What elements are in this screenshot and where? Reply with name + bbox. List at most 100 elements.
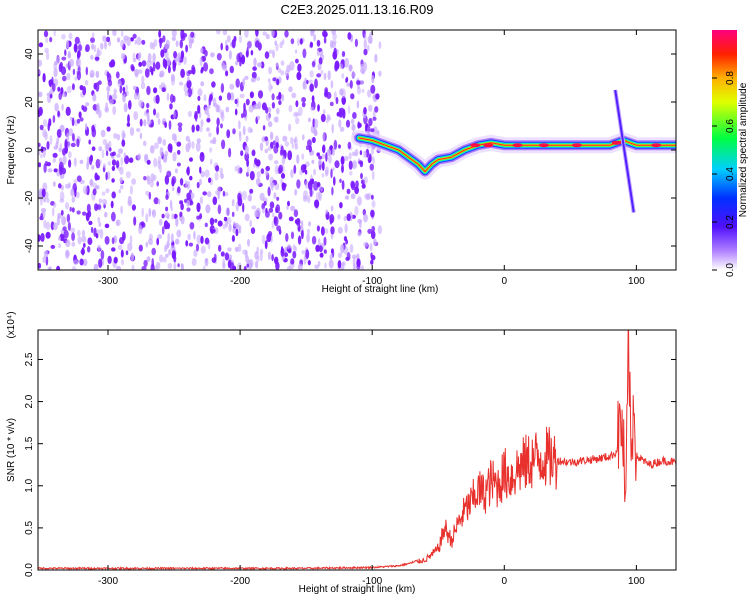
noise-dot [336, 49, 339, 55]
noise-dot [262, 125, 266, 131]
noise-dot [234, 98, 238, 105]
noise-dot [203, 62, 209, 72]
noise-dot [360, 265, 364, 270]
noise-dot [86, 203, 91, 213]
noise-dot [38, 146, 41, 156]
noise-dot [269, 182, 275, 188]
noise-dot [95, 70, 100, 78]
noise-dot [82, 86, 87, 96]
noise-dot [38, 234, 41, 242]
noise-dot [183, 56, 187, 65]
noise-dot [53, 30, 56, 37]
noise-dot [278, 164, 284, 173]
noise-dot [57, 110, 60, 117]
noise-dot [46, 141, 50, 150]
noise-dot [194, 110, 198, 116]
noise-dot [217, 191, 220, 200]
noise-dot [100, 129, 106, 138]
noise-dot [105, 188, 110, 194]
noise-dot [346, 252, 351, 261]
noise-dot [260, 168, 265, 175]
y-tick-label: 1.5 [24, 436, 35, 450]
noise-dot [349, 171, 353, 176]
noise-dot [106, 71, 110, 78]
noise-dot [49, 36, 53, 43]
noise-dot [86, 156, 90, 166]
noise-dot [363, 39, 367, 50]
noise-dot [137, 153, 142, 160]
noise-dot [251, 71, 257, 79]
noise-dot [175, 40, 179, 47]
noise-dot [372, 110, 376, 119]
noise-dot [341, 180, 345, 190]
noise-dot [113, 88, 117, 95]
noise-dot [123, 38, 127, 45]
noise-dot [158, 30, 162, 38]
noise-dot [290, 205, 296, 212]
noise-dot [177, 122, 183, 127]
noise-dot [341, 164, 344, 174]
noise-dot [305, 249, 310, 259]
noise-dot [348, 160, 353, 170]
noise-dot [264, 240, 268, 250]
noise-dot [53, 202, 57, 208]
noise-dot [263, 200, 267, 206]
noise-dot [42, 256, 47, 263]
noise-dot [133, 111, 139, 121]
noise-dot [367, 89, 372, 98]
noise-dot [354, 38, 358, 48]
noise-dot [306, 233, 310, 243]
noise-dot [226, 92, 232, 101]
noise-dot [339, 126, 345, 132]
noise-dot [261, 102, 267, 111]
noise-dot [77, 236, 82, 245]
noise-dot [157, 136, 162, 145]
noise-dot [291, 92, 297, 99]
noise-dot [265, 34, 270, 40]
noise-dot [76, 138, 80, 148]
noise-dot [246, 40, 253, 49]
noise-dot [245, 135, 249, 142]
noise-dot [167, 232, 171, 242]
noise-dot [367, 156, 372, 164]
noise-dot [324, 87, 329, 95]
noise-dot [97, 80, 102, 85]
noise-dot [77, 229, 81, 237]
noise-dot [231, 235, 235, 242]
noise-dot [378, 41, 382, 49]
noise-dot [47, 168, 53, 173]
noise-dot [316, 49, 320, 57]
noise-dot [122, 86, 126, 93]
noise-dot [189, 175, 193, 181]
noise-dot [61, 92, 66, 98]
noise-dot [93, 82, 97, 90]
noise-dot [302, 48, 307, 59]
noise-dot [268, 66, 273, 75]
noise-dot [250, 77, 256, 83]
noise-dot [360, 80, 364, 85]
noise-dot [280, 60, 285, 66]
noise-dot [256, 171, 261, 179]
noise-dot [226, 216, 232, 225]
noise-dot [138, 244, 143, 252]
noise-dot [375, 93, 380, 100]
noise-dot [249, 170, 255, 181]
noise-dot [146, 102, 150, 109]
noise-dot [350, 193, 356, 200]
noise-dot [290, 169, 294, 179]
noise-dot [69, 206, 72, 212]
noise-dot [174, 57, 178, 63]
noise-dot [364, 33, 367, 42]
noise-dot [106, 85, 111, 92]
noise-dot [217, 204, 222, 215]
noise-dot [92, 188, 97, 196]
noise-dot [202, 265, 206, 270]
noise-dot [164, 121, 168, 128]
noise-dot [313, 33, 316, 42]
noise-dot [249, 91, 254, 99]
noise-dot [96, 184, 100, 190]
noise-dot [297, 235, 302, 245]
noise-dot [173, 262, 177, 270]
